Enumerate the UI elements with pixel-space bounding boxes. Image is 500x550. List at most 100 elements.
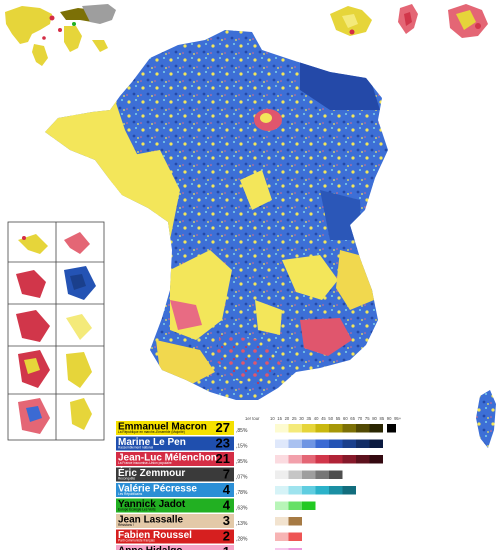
scale-swatch xyxy=(275,501,289,510)
candidate-percent-decimal: ,95% xyxy=(236,459,248,465)
scale-tick: 30 xyxy=(299,416,304,421)
scale-tick: 15 xyxy=(277,416,282,421)
scale-tick: 55 xyxy=(336,416,341,421)
scale-tick: 40 xyxy=(314,416,319,421)
candidate-percent: 27 xyxy=(216,420,230,435)
scale-swatch xyxy=(302,424,316,433)
scale-swatch xyxy=(288,501,302,510)
scale-swatch xyxy=(302,486,316,495)
overseas-inset-3 xyxy=(448,4,488,38)
candidate-percent-decimal: ,78% xyxy=(236,490,248,496)
scale-swatch xyxy=(275,548,289,550)
legend: 1er tour 10 15 20 25 30 35 40 45 50 55 60 65 70 75 80 85… xyxy=(116,416,402,550)
scale-swatch xyxy=(288,470,302,479)
scale-swatch xyxy=(329,470,343,479)
scale-swatch xyxy=(369,455,383,464)
candidate-percent-decimal: ,85% xyxy=(236,428,248,434)
scale-tick: 10 xyxy=(270,416,275,421)
candidate-name: Éric Zemmour xyxy=(118,466,185,479)
candidate-percent: 4 xyxy=(223,498,231,513)
candidate-color-box xyxy=(116,514,234,528)
scale-swatch xyxy=(275,439,289,448)
candidate-party: Parti communiste français xyxy=(118,539,155,543)
scale-swatch xyxy=(275,470,289,479)
candidate-color-box xyxy=(116,545,234,550)
candidate-name: Emmanuel Macron xyxy=(118,421,207,432)
world-inset-map xyxy=(5,4,116,66)
scale-tick: 35 xyxy=(307,416,312,421)
scale-swatch xyxy=(342,486,356,495)
scale-swatch xyxy=(342,455,356,464)
candidate-color-box xyxy=(116,483,234,497)
candidate-percent-decimal: ,63% xyxy=(236,506,248,512)
candidate-percent: 3 xyxy=(223,513,230,528)
candidate-color-box xyxy=(116,529,234,544)
candidate-name: Fabien Roussel xyxy=(118,530,192,541)
scale-swatch-max xyxy=(387,424,396,433)
scale-swatch xyxy=(369,424,383,433)
candidate-party: Europe Écologie Les Verts xyxy=(118,507,156,512)
scale-swatch xyxy=(275,532,289,541)
scale-swatch xyxy=(329,455,343,464)
scale-tick: 90 xyxy=(387,416,392,421)
scale-swatch xyxy=(302,455,316,464)
candidate-name: Marine Le Pen xyxy=(118,437,186,448)
scale-tick: 20 xyxy=(285,416,290,421)
scale-swatch xyxy=(302,501,316,510)
scale-swatch xyxy=(275,486,289,495)
candidate-name: Yannick Jadot xyxy=(118,499,186,510)
candidate-percent: 2 xyxy=(223,529,230,544)
candidate-percent: 4 xyxy=(223,482,231,497)
scale-tick: 85 xyxy=(380,416,385,421)
scale-tick: 25 xyxy=(292,416,297,421)
scale-swatch xyxy=(356,424,370,433)
candidate-percent: 23 xyxy=(216,436,230,451)
overseas-inset-2 xyxy=(398,4,418,34)
scale-swatch xyxy=(288,517,302,526)
corsica-map xyxy=(476,390,496,448)
candidate-percent-decimal: ,28% xyxy=(236,537,248,543)
scale-swatch xyxy=(315,455,329,464)
candidate-color-box xyxy=(116,421,234,435)
scale-swatch xyxy=(369,439,383,448)
overseas-grid xyxy=(7,221,105,441)
candidate-party: La République en marche–Ensemble (Majori… xyxy=(118,430,185,434)
candidate-percent-decimal: ,13% xyxy=(236,521,248,527)
candidate-percent: 1 xyxy=(223,544,230,550)
scale-swatch xyxy=(315,486,329,495)
scale-swatch xyxy=(315,470,329,479)
scale-swatch xyxy=(275,455,289,464)
legend-row: Anne HidalgoParti socialiste1,74% xyxy=(116,544,302,550)
scale-tick: 80 xyxy=(372,416,377,421)
scale-swatch xyxy=(302,439,316,448)
france-main-map xyxy=(45,30,496,448)
scale-swatch xyxy=(356,455,370,464)
scale-swatch xyxy=(356,439,370,448)
scale-swatch xyxy=(315,424,329,433)
scale-swatch xyxy=(288,424,302,433)
scale-swatch xyxy=(275,517,289,526)
scale-swatch xyxy=(288,439,302,448)
candidate-name: Jean-Luc Mélenchon xyxy=(118,452,217,463)
candidate-party: Les Républicains xyxy=(118,492,143,496)
candidate-color-box xyxy=(116,452,234,466)
overseas-inset-1 xyxy=(330,6,372,36)
candidate-color-box xyxy=(116,467,234,482)
scale-tick: 50 xyxy=(328,416,333,421)
candidate-name: Jean Lassalle xyxy=(118,514,183,525)
candidate-name: Valérie Pécresse xyxy=(118,483,197,494)
candidate-name: Anne Hidalgo xyxy=(118,545,182,550)
scale-tick: 95+ xyxy=(394,416,402,421)
scale-tick: 75 xyxy=(365,416,370,421)
scale-swatch xyxy=(329,424,343,433)
candidate-party: Résistons ! xyxy=(118,523,134,527)
scale-swatch xyxy=(329,439,343,448)
